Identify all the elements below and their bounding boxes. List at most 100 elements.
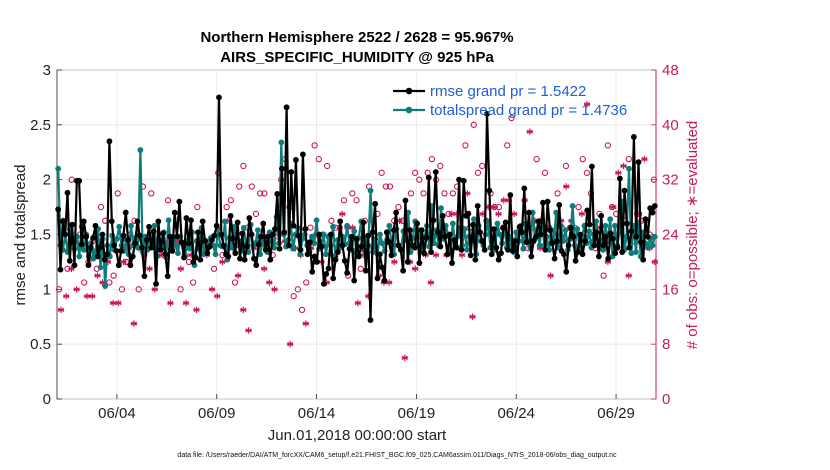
rmse-series-point [353,235,360,242]
rmse-series-point [414,220,420,227]
rmse-series-point [491,226,497,232]
rmse-series-point [365,232,372,239]
spread-series-point [379,240,386,247]
rmse-series-point [83,233,90,240]
rmse-series-point [519,229,525,236]
spread-series-point [649,242,656,249]
spread-series-point [386,222,393,229]
rmse-series-point [458,246,465,253]
rmse-series-point [176,198,183,205]
rmse-series-point [421,250,427,257]
rmse-series-point [302,226,309,232]
rmse-series-point [225,253,232,260]
rmse-series-point [540,199,546,206]
rmse-series-point [397,246,404,253]
rmse-series-point [197,256,204,263]
obs-possible-point [600,272,607,279]
obs-possible-point [261,190,268,197]
spread-series-point [278,139,285,146]
obs-possible-point [114,190,121,197]
rmse-series-point [195,229,201,236]
rmse-series-point [621,187,628,194]
obs-evaluated-point [219,258,226,266]
obs-possible-point [437,162,444,170]
spread-series-point [569,203,576,209]
rmse-series-point [570,233,577,240]
obs-possible-point [386,183,394,190]
rmse-series-point [393,209,400,216]
legend-spread-label: totalspread grand pr = 1.4736 [430,102,627,119]
x-axis-label: Jun.01,2018 00:00:00 start [268,427,447,444]
obs-possible-point [349,190,356,197]
obs-possible-point [340,197,348,204]
rmse-series-point [402,197,409,204]
obs-evaluated-point [354,299,362,307]
obs-evaluated-point [146,265,153,272]
obs-evaluated-point [240,306,247,314]
rmse-series-point [442,233,448,240]
rmse-series-point [486,187,493,194]
y-axis-right-label: # of obs: o=possible; ∗=evaluated [684,121,701,350]
obs-possible-point [97,203,105,211]
obs-evaluated-point [641,155,648,163]
rmse-series-point [439,212,446,219]
spread-series-point [172,242,179,249]
rmse-series-point [456,176,462,183]
legend-rmse-marker [405,87,413,95]
obs-possible-point [479,162,486,170]
rmse-series-point [351,277,358,284]
rmse-series-point [101,256,108,263]
spread-series-point [102,283,109,289]
spread-series-point [494,220,501,227]
rmse-series-point [202,238,208,244]
rmse-series-point [425,174,432,181]
spread-series-point [344,222,351,229]
obs-evaluated-point [625,272,632,279]
y-tick-label: 3 [43,62,51,79]
obs-possible-point [470,121,477,128]
rmse-series-point [612,250,619,257]
rmse-series-point [325,265,332,272]
obs-evaluated-point [177,265,185,272]
rmse-series-point [544,198,551,205]
rmse-series-point [640,256,647,263]
rmse-series-point [244,243,250,250]
rmse-series-point [281,229,288,236]
rmse-series-point [239,230,246,237]
obs-evaluated-point [89,292,96,300]
rmse-series-point [514,253,521,260]
y-right-tick-label: 8 [662,336,670,353]
data-file-footnote: data file: /Users/raeder/DAI/ATM_forcXX/… [177,452,617,459]
rmse-series-point [360,219,367,226]
spread-series-point [513,229,520,236]
y-axis-label: rmse and totalspread [12,165,29,306]
rmse-series-point [227,212,234,219]
obs-possible-point [324,162,331,170]
obs-possible-point [194,203,201,211]
rmse-series-point [251,255,257,262]
rmse-series-point [192,254,199,261]
spread-series-point [271,244,278,251]
obs-possible-point [625,155,632,163]
rmse-series-point [561,251,567,258]
rmse-series-point [87,244,94,251]
rmse-series-point [85,262,92,269]
spread-series-point [496,231,503,238]
rmse-series-point [69,221,76,228]
obs-evaluated-point [391,258,398,266]
spread-series-point [90,255,97,262]
rmse-series-point [386,239,393,246]
rmse-series-point [582,238,588,244]
spread-series-point [562,227,569,234]
spread-series-point [222,218,228,225]
rmse-series-point [255,241,262,248]
rmse-series-point [591,242,598,249]
y-right-tick-label: 24 [662,227,679,244]
obs-possible-point [428,155,436,163]
obs-possible-point [294,286,302,293]
rmse-series-point [279,165,285,172]
obs-possible-point [579,155,586,163]
spread-series-point [377,231,383,238]
obs-possible-point [248,183,255,190]
